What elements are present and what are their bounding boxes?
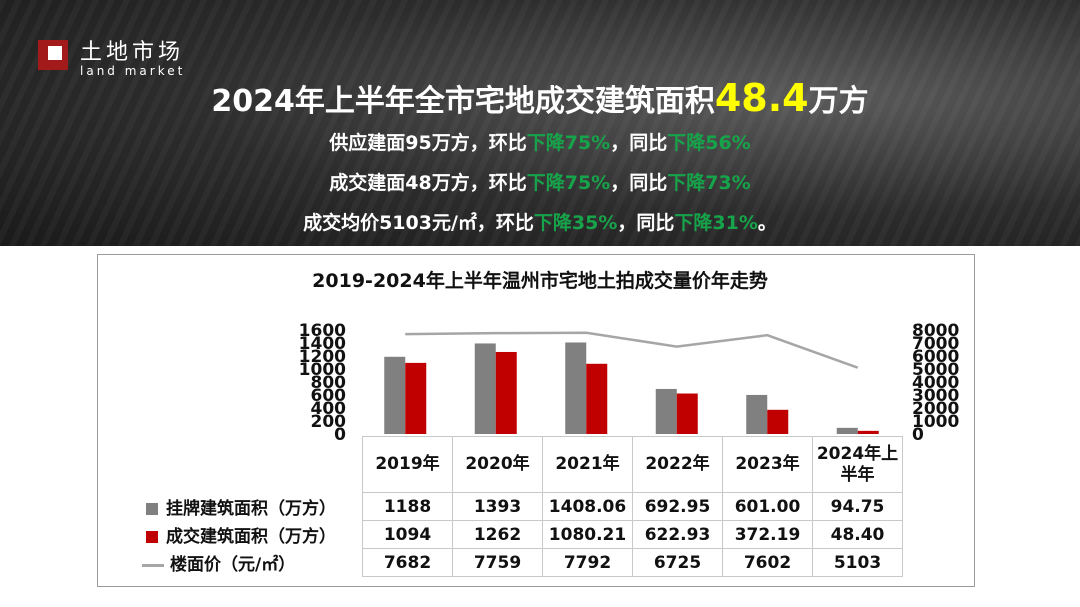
right-axis-tick-label: 3000	[912, 386, 959, 406]
header-banner	[0, 0, 1080, 246]
table-cell: 1094	[362, 520, 453, 549]
right-axis-tick-label: 0	[912, 425, 924, 445]
table-cell: 7759	[452, 548, 543, 577]
table-header-year-text: 2021年	[555, 454, 620, 474]
summary-text: 。	[757, 212, 777, 234]
table-header-year-text: 2024年上	[816, 443, 899, 464]
right-axis-tick-label: 1000	[912, 412, 959, 432]
summary-decline: 下降56%	[667, 132, 751, 154]
logo-mark-inner	[48, 46, 62, 60]
right-axis-tick-label: 2000	[912, 399, 959, 419]
table-header-year: 2023年	[722, 436, 813, 493]
table-cell: 1262	[452, 520, 543, 549]
headline-value: 48.4	[714, 76, 809, 120]
traded-area-bar	[857, 430, 879, 434]
table-header-year: 2019年	[362, 436, 453, 493]
listed-area-bar	[384, 356, 406, 434]
table-cell: 1393	[452, 492, 543, 521]
right-axis-tick-label: 5000	[912, 360, 959, 380]
summary-decline: 下降35%	[533, 212, 618, 234]
traded-area-bar	[676, 393, 698, 434]
summary-text: 供应建面95万方，环比	[329, 132, 527, 154]
table-header-year: 2024年上 半年	[812, 436, 903, 493]
table-cell: 7602	[722, 548, 813, 577]
right-axis-tick-label: 7000	[912, 334, 959, 354]
summary-line-price: 成交均价5103元/㎡，环比下降35%，同比下降31%。	[0, 208, 1080, 235]
summary-line-traded: 成交建面48万方，环比下降75%，同比下降73%	[0, 168, 1080, 195]
left-axis-tick-label: 200	[311, 412, 347, 432]
summary-decline: 下降75%	[526, 172, 611, 194]
summary-text: 成交建面48万方，环比	[329, 172, 527, 194]
legend-key	[146, 503, 158, 515]
left-axis-tick-label: 600	[311, 386, 347, 406]
table-header-year-text: 2019年	[375, 454, 440, 474]
data-table: 2019年 2020年 2021年 2022年 2023年 2024年上 半年 挂牌建筑面积…	[140, 436, 903, 577]
table-cell: 94.75	[812, 492, 903, 521]
table-cell: 692.95	[632, 492, 723, 521]
listed-area-bar	[565, 342, 587, 434]
summary-decline: 下降75%	[526, 132, 611, 154]
headline-suffix: 万方	[808, 84, 869, 119]
table-cell: 1080.21	[542, 520, 633, 549]
left-axis-tick-label: 1000	[299, 360, 346, 380]
right-axis-tick-label: 6000	[912, 347, 959, 367]
summary-text: ，同比	[617, 212, 675, 234]
price-line	[405, 331, 859, 369]
table-row-header: 挂牌建筑面积（万方）	[140, 493, 363, 521]
table-cell: 1188	[362, 492, 453, 521]
table-cell: 48.40	[812, 520, 903, 549]
left-axis-tick-label: 0	[334, 425, 346, 445]
table-cell: 372.19	[722, 520, 813, 549]
series-name: 挂牌建筑面积（万方）	[166, 499, 336, 519]
table-cell: 7792	[542, 548, 633, 577]
left-axis-tick-label: 1400	[299, 334, 346, 354]
table-row-header: 成交建筑面积（万方）	[140, 521, 363, 549]
table-header-year: 2020年	[452, 436, 543, 493]
table-row-header: 楼面价（元/㎡）	[140, 549, 363, 577]
table-header-year: 2022年	[632, 436, 723, 493]
series-name: 成交建筑面积（万方）	[166, 527, 336, 547]
traded-area-bar	[405, 362, 427, 434]
logo-subtitle: land market	[80, 64, 186, 78]
table-cell: 6725	[632, 548, 723, 577]
summary-decline: 下降73%	[667, 172, 751, 194]
summary-text: ，同比	[610, 132, 668, 154]
table-header-year-text: 2022年	[645, 454, 710, 474]
table-cell: 622.93	[632, 520, 723, 549]
left-axis-tick-label: 800	[311, 373, 347, 393]
summary-text: ，同比	[610, 172, 668, 194]
summary-text: 成交均价5103元/㎡，环比	[303, 212, 534, 234]
table-header-year-text: 2020年	[465, 454, 530, 474]
listed-area-bar	[474, 343, 496, 434]
right-axis-tick-label: 4000	[912, 373, 959, 393]
traded-area-bar	[586, 363, 608, 434]
legend-key	[142, 563, 164, 567]
logo-title: 土地市场	[80, 40, 185, 65]
summary-decline: 下降31%	[674, 212, 758, 234]
series-name: 楼面价（元/㎡）	[170, 555, 296, 575]
traded-area-bar	[767, 409, 789, 434]
listed-area-bar	[655, 388, 677, 434]
table-cell: 5103	[812, 548, 903, 577]
summary-line-supply: 供应建面95万方，环比下降75%，同比下降56%	[0, 128, 1080, 155]
listed-area-bar	[746, 394, 768, 434]
listed-area-bar	[836, 427, 858, 434]
headline-prefix: 2024年上半年全市宅地成交建筑面积	[211, 84, 715, 119]
table-cell: 601.00	[722, 492, 813, 521]
left-axis-tick-label: 1200	[299, 347, 346, 367]
table-cell: 7682	[362, 548, 453, 577]
right-axis-tick-label: 8000	[912, 321, 959, 341]
left-axis-tick-label: 400	[311, 399, 347, 419]
table-header-year-text: 半年	[840, 464, 875, 485]
table-header-year-text: 2023年	[735, 454, 800, 474]
left-axis-tick-label: 1600	[299, 321, 346, 341]
traded-area-bar	[495, 351, 517, 434]
headline: 2024年上半年全市宅地成交建筑面积48.4万方	[0, 76, 1080, 120]
legend-key	[146, 531, 158, 543]
table-corner	[140, 437, 363, 493]
chart-title: 2019-2024年上半年温州市宅地土拍成交量价年走势	[312, 270, 768, 292]
table-cell: 1408.06	[542, 492, 633, 521]
table-header-year: 2021年	[542, 436, 633, 493]
